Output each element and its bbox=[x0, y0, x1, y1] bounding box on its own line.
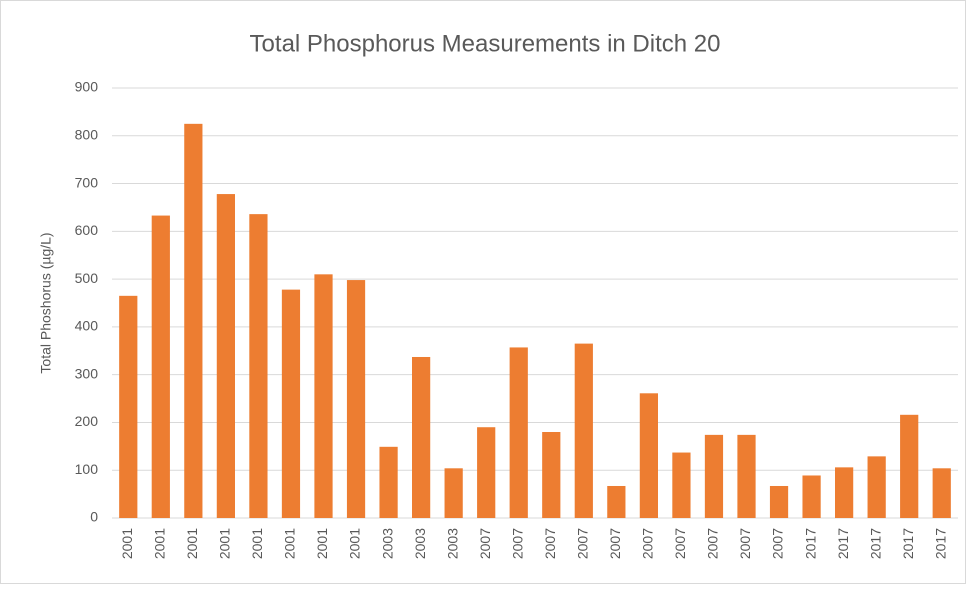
bar bbox=[151, 215, 170, 519]
bar bbox=[444, 468, 463, 518]
x-tick-label: 2007 bbox=[672, 528, 688, 559]
x-tick-label: 2007 bbox=[477, 528, 493, 559]
bar bbox=[835, 467, 854, 518]
bar bbox=[704, 434, 724, 518]
x-tick-label: 2001 bbox=[249, 528, 265, 559]
x-tick-label: 2001 bbox=[347, 528, 363, 559]
y-tick-label: 700 bbox=[75, 174, 99, 190]
x-tick-label: 2017 bbox=[867, 528, 883, 559]
x-tick-label: 2001 bbox=[184, 528, 200, 559]
x-tick-label: 2007 bbox=[607, 528, 623, 559]
x-tick-label: 2007 bbox=[542, 528, 558, 559]
bar bbox=[932, 468, 951, 518]
bar bbox=[249, 214, 268, 518]
x-tick-label: 2017 bbox=[932, 528, 948, 559]
x-tick-label: 2003 bbox=[379, 528, 395, 559]
bar bbox=[867, 456, 886, 518]
y-tick-label: 200 bbox=[75, 413, 99, 429]
y-axis-label: Total Phoshorus (µg/L) bbox=[38, 232, 54, 373]
x-tick-label: 2003 bbox=[444, 528, 460, 559]
x-tick-label: 2001 bbox=[314, 528, 330, 559]
bar bbox=[802, 475, 821, 518]
bar bbox=[542, 432, 561, 518]
x-tick-label: 2007 bbox=[737, 528, 753, 559]
bar bbox=[639, 393, 658, 518]
x-tick-label: 2007 bbox=[575, 528, 591, 559]
bar bbox=[314, 274, 333, 518]
y-tick-label: 800 bbox=[75, 126, 99, 142]
x-tick-label: 2003 bbox=[412, 528, 428, 559]
chart-title: Total Phosphorus Measurements in Ditch 2… bbox=[250, 30, 721, 57]
bar bbox=[281, 289, 301, 518]
bar bbox=[184, 123, 203, 518]
x-tick-label: 2007 bbox=[770, 528, 786, 559]
bar bbox=[346, 280, 366, 518]
y-tick-label: 100 bbox=[75, 461, 99, 477]
x-tick-label: 2007 bbox=[509, 528, 525, 559]
bar bbox=[574, 343, 593, 518]
bar bbox=[119, 295, 138, 518]
y-tick-label: 0 bbox=[90, 509, 98, 525]
y-tick-label: 900 bbox=[75, 79, 99, 95]
x-tick-label: 2001 bbox=[282, 528, 298, 559]
bar bbox=[737, 434, 756, 518]
x-tick-label: 2001 bbox=[217, 528, 233, 559]
y-tick-label: 300 bbox=[75, 365, 99, 381]
y-tick-label: 500 bbox=[75, 270, 99, 286]
bar bbox=[900, 414, 919, 518]
y-tick-label: 400 bbox=[75, 318, 99, 334]
bar bbox=[672, 452, 691, 518]
x-tick-label: 2017 bbox=[802, 528, 818, 559]
x-tick-label: 2001 bbox=[152, 528, 168, 559]
x-tick-label: 2007 bbox=[705, 528, 721, 559]
x-tick-label: 2017 bbox=[835, 528, 851, 559]
x-tick-label: 2001 bbox=[119, 528, 135, 559]
bar bbox=[509, 347, 528, 518]
bar bbox=[216, 194, 235, 519]
bar bbox=[607, 485, 626, 518]
bar bbox=[769, 485, 789, 518]
bar bbox=[379, 446, 398, 518]
bar bbox=[477, 427, 496, 518]
x-tick-label: 2017 bbox=[900, 528, 916, 559]
x-tick-label: 2007 bbox=[640, 528, 656, 559]
bar bbox=[412, 356, 431, 518]
y-tick-label: 600 bbox=[75, 222, 99, 238]
